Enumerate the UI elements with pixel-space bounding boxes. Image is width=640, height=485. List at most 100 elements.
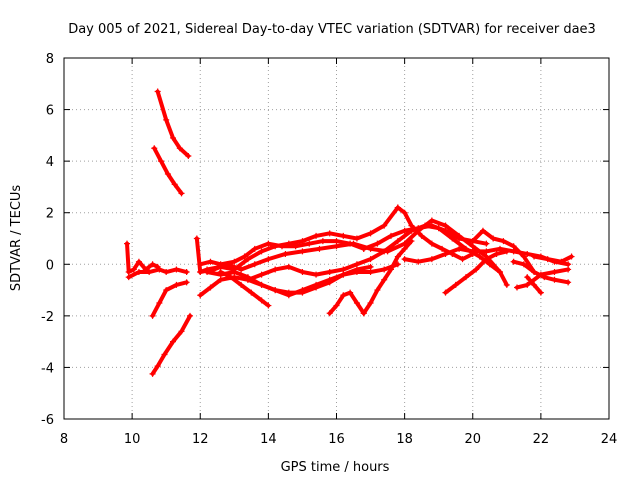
data-point-marker [442, 222, 449, 229]
data-point-marker [227, 274, 234, 281]
chart-title: Day 005 of 2021, Sidereal Day-to-day VTE… [68, 22, 596, 37]
data-point-marker [367, 256, 374, 263]
data-point-marker [381, 222, 388, 229]
data-point-marker [459, 256, 466, 263]
data-point-marker [272, 287, 279, 294]
data-point-marker [476, 253, 483, 260]
data-point-marker [217, 276, 224, 283]
data-point-marker [161, 351, 168, 358]
data-point-marker [531, 253, 538, 260]
y-tick-label: -6 [41, 413, 54, 428]
series-track-11 [197, 217, 449, 276]
data-point-marker [456, 245, 463, 252]
data-point-marker [171, 181, 178, 188]
data-point-marker [353, 235, 360, 242]
data-point-marker [170, 338, 176, 345]
x-axis-label: GPS time / hours [281, 460, 390, 475]
data-point-marker [135, 258, 142, 265]
data-point-marker [151, 145, 158, 152]
data-point-marker [135, 269, 142, 276]
y-tick-label: 8 [46, 52, 54, 67]
data-point-marker [154, 363, 161, 370]
data-point-marker [313, 271, 320, 278]
data-point-marker [388, 232, 394, 239]
data-point-marker [285, 289, 292, 296]
y-axis-label: SDTVAR / TECUs [9, 185, 24, 292]
series-track-19 [360, 238, 415, 317]
data-point-marker [531, 269, 538, 276]
data-point-marker [125, 274, 132, 281]
y-tick-label: 0 [46, 258, 54, 273]
data-point-marker [316, 245, 323, 252]
data-point-marker [282, 250, 289, 257]
data-point-marker [340, 232, 347, 239]
data-point-marker [258, 297, 265, 304]
data-point-marker [565, 261, 572, 268]
data-point-marker [207, 284, 214, 291]
series-track-16 [217, 269, 272, 309]
data-point-marker [185, 152, 192, 159]
x-tick-label: 18 [396, 432, 413, 447]
data-point-marker [510, 243, 517, 250]
y-tick-label: -4 [41, 361, 54, 376]
series-track-26 [531, 253, 575, 265]
data-point-marker [500, 238, 507, 245]
data-point-marker [156, 299, 163, 306]
data-point-marker [244, 256, 251, 263]
data-point-marker [187, 312, 194, 319]
data-point-marker [164, 171, 171, 178]
series-track-05 [124, 240, 161, 276]
data-point-marker [207, 258, 214, 265]
data-point-marker [514, 284, 521, 291]
data-point-marker [503, 281, 510, 288]
grid [64, 58, 609, 419]
data-point-marker [124, 240, 131, 247]
data-point-marker [551, 276, 558, 283]
data-point-marker [173, 266, 180, 273]
x-tick-label: 16 [328, 432, 345, 447]
data-point-marker [394, 253, 401, 260]
y-tick-label: -2 [41, 310, 54, 325]
x-tick-label: 12 [192, 432, 209, 447]
data-point-marker [244, 276, 251, 283]
data-point-marker [333, 302, 340, 309]
data-point-marker [319, 238, 326, 245]
data-point-marker [217, 269, 224, 276]
data-point-marker [367, 230, 374, 237]
data-point-marker [149, 261, 156, 268]
data-point-marker [248, 289, 255, 296]
x-tick-label: 8 [60, 432, 68, 447]
data-point-marker [473, 266, 480, 273]
data-point-marker [340, 292, 347, 299]
data-point-marker [568, 253, 575, 260]
data-point-marker [170, 134, 176, 141]
data-point-marker [483, 248, 490, 255]
data-point-marker [176, 145, 183, 152]
data-point-marker [279, 243, 285, 250]
data-point-marker [265, 302, 272, 309]
data-point-marker [510, 248, 517, 255]
data-point-marker [178, 328, 185, 335]
data-point-marker [156, 266, 163, 273]
data-point-marker [146, 269, 153, 276]
data-point-marker [183, 279, 190, 286]
data-point-marker [347, 289, 354, 296]
series-track-24 [510, 258, 572, 286]
data-point-marker [422, 222, 429, 229]
series-track-line [361, 239, 414, 316]
data-point-marker [401, 209, 408, 216]
data-point-marker [510, 258, 517, 265]
data-point-marker [163, 116, 170, 123]
series-track-21 [442, 248, 510, 296]
data-point-marker [374, 287, 381, 294]
data-point-marker [469, 243, 476, 250]
data-point-marker [449, 235, 456, 242]
data-point-marker [524, 281, 531, 288]
data-point-marker [149, 312, 156, 319]
data-point-marker [428, 240, 435, 247]
data-point-marker [251, 245, 258, 252]
data-point-marker [163, 287, 170, 294]
data-point-marker [469, 248, 476, 255]
data-point-marker [541, 274, 548, 281]
